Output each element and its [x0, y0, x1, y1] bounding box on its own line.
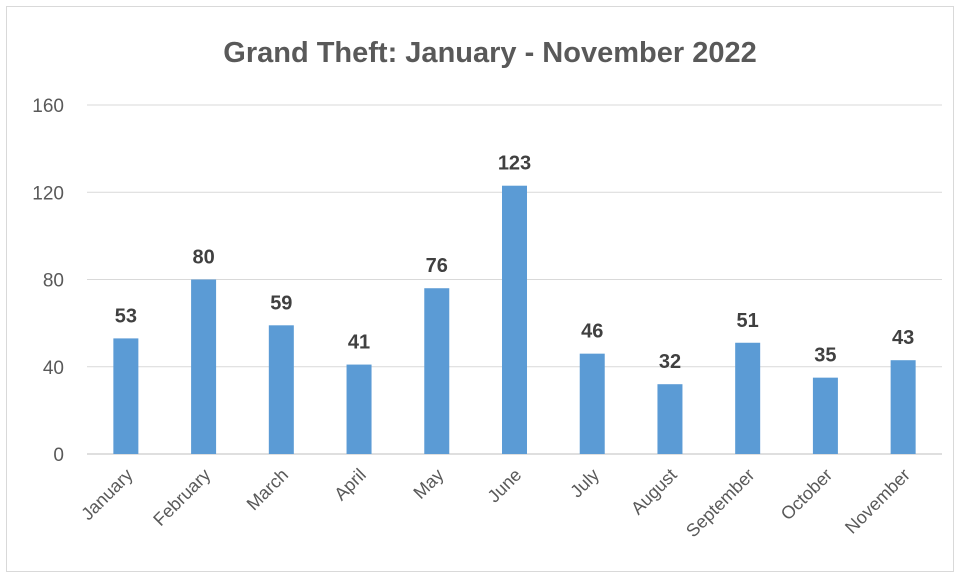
x-tick-label-july: July	[566, 465, 603, 502]
x-tick-label-january: January	[77, 465, 136, 524]
x-tick-label-march: March	[243, 465, 293, 515]
y-tick-label: 40	[43, 358, 64, 379]
y-tick-label: 80	[43, 271, 64, 292]
bars	[113, 185, 916, 455]
y-tick-label: 120	[32, 183, 64, 204]
x-tick-label-april: April	[330, 465, 370, 505]
x-tick-label-june: June	[484, 465, 526, 507]
x-tick-label-october: October	[777, 465, 836, 524]
x-tick-label-february: February	[149, 465, 214, 530]
data-label-july: 46	[581, 321, 603, 343]
data-label-march: 59	[270, 292, 292, 314]
bar-april	[346, 364, 372, 454]
chart-frame	[6, 6, 954, 572]
data-label-september: 51	[737, 310, 759, 332]
data-label-january: 53	[115, 305, 137, 327]
y-tick-label: 160	[32, 96, 64, 117]
data-label-june: 123	[498, 153, 531, 175]
bar-september	[735, 342, 761, 454]
x-axis-ticks: January February March April May June July Augu…	[77, 465, 914, 541]
x-tick-label-may: May	[409, 465, 447, 503]
x-tick-label-september: September	[682, 465, 758, 541]
bar-october	[812, 377, 838, 454]
bar-march	[268, 325, 294, 454]
data-label-november: 43	[892, 327, 914, 349]
bar-november	[890, 360, 916, 454]
data-label-february: 80	[192, 247, 214, 269]
chart-title: Grand Theft: January - November 2022	[223, 37, 756, 69]
data-label-october: 35	[814, 345, 836, 367]
bar-june	[502, 185, 527, 455]
bar-august	[657, 384, 683, 454]
y-tick-label: 0	[53, 445, 64, 466]
data-label-august: 32	[659, 351, 681, 373]
x-tick-label-november: November	[841, 465, 914, 538]
x-tick-label-august: August	[627, 465, 681, 519]
bar-january	[113, 338, 139, 454]
bar-july	[579, 353, 605, 454]
bar-may	[424, 288, 450, 454]
data-label-may: 76	[426, 255, 448, 277]
y-axis-ticks: 0 40 80 120 160	[32, 96, 64, 466]
data-label-april: 41	[348, 332, 370, 354]
bar-february	[191, 279, 217, 454]
data-labels: 53 80 59 41 76 123 46 32 51 35 43	[115, 153, 915, 373]
